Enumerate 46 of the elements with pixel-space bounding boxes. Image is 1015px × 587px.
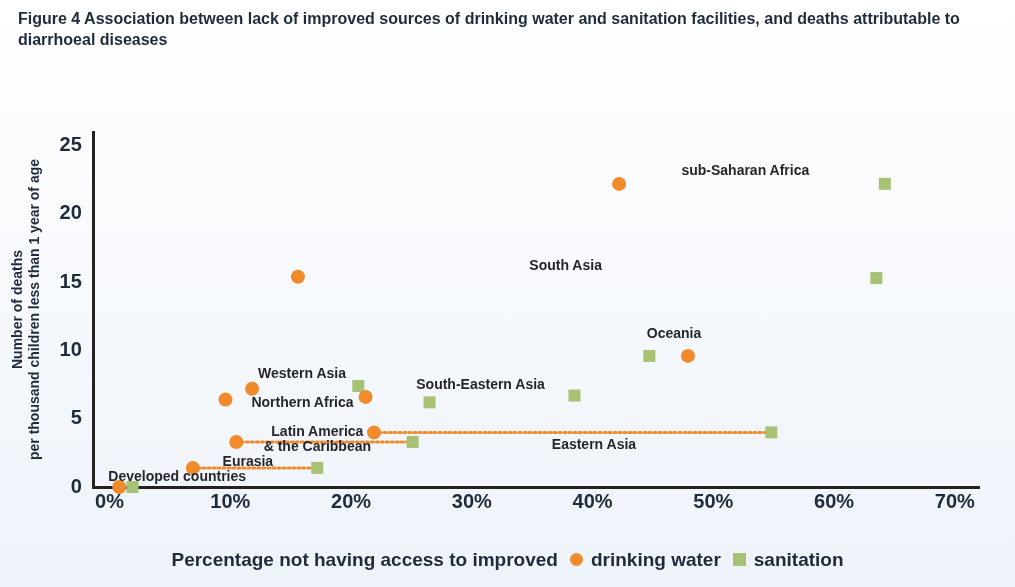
y-axis-title: Number of deaths per thousand children less than 1 year of age [9,158,43,461]
point [229,434,244,449]
point [352,379,365,392]
x-tick-label: 30% [451,489,493,512]
point [643,349,656,362]
point [423,396,436,409]
x-tick-label: 20% [331,489,372,512]
point [218,392,233,407]
x-tick-label: 70% [934,489,976,512]
annotation: Northern Africa [251,394,354,411]
point [878,177,891,190]
point [870,272,883,285]
point [290,269,305,284]
point [245,381,260,396]
annotation: South-Eastern Asia [416,376,546,393]
legend-label: sanitation [753,548,844,570]
chart-title: Figure 4 Association between lack of improved sources of drinking water and sanitation facilities, and deaths attributable to diarrhoeal diseases [18,9,961,50]
point [406,435,419,448]
x-tick-label: 50% [693,489,734,512]
annotation: Eastern Asia [551,435,637,452]
legend-label: drinking water [590,548,721,570]
y-tick-label: 5 [70,406,82,429]
annotation: Oceania [646,324,702,341]
point [367,425,381,440]
annotation: Latin America & the Caribbean [263,423,372,455]
x-tick-label: 0% [95,489,125,512]
x-tick-label: 10% [210,489,251,512]
point [680,348,695,363]
annotation: Developed countries [108,467,247,484]
annotation: South Asia [529,257,603,274]
annotation: Western Asia [258,364,347,381]
point [568,389,581,402]
y-tick-label: 0 [70,474,82,497]
x-tick-label: 40% [572,489,613,512]
y-tick-label: 10 [59,337,82,360]
x-axis-title: Percentage not having access to improved [171,548,558,570]
point [311,461,324,474]
annotation: Eurasia [222,452,274,469]
y-tick-label: 20 [59,201,82,224]
point [358,389,373,404]
x-tick-label: 60% [814,489,855,512]
y-tick-label: 15 [59,269,82,292]
annotation: sub-Saharan Africa [681,161,810,178]
point [765,426,778,439]
y-tick-label: 25 [59,133,82,156]
point [612,176,627,191]
